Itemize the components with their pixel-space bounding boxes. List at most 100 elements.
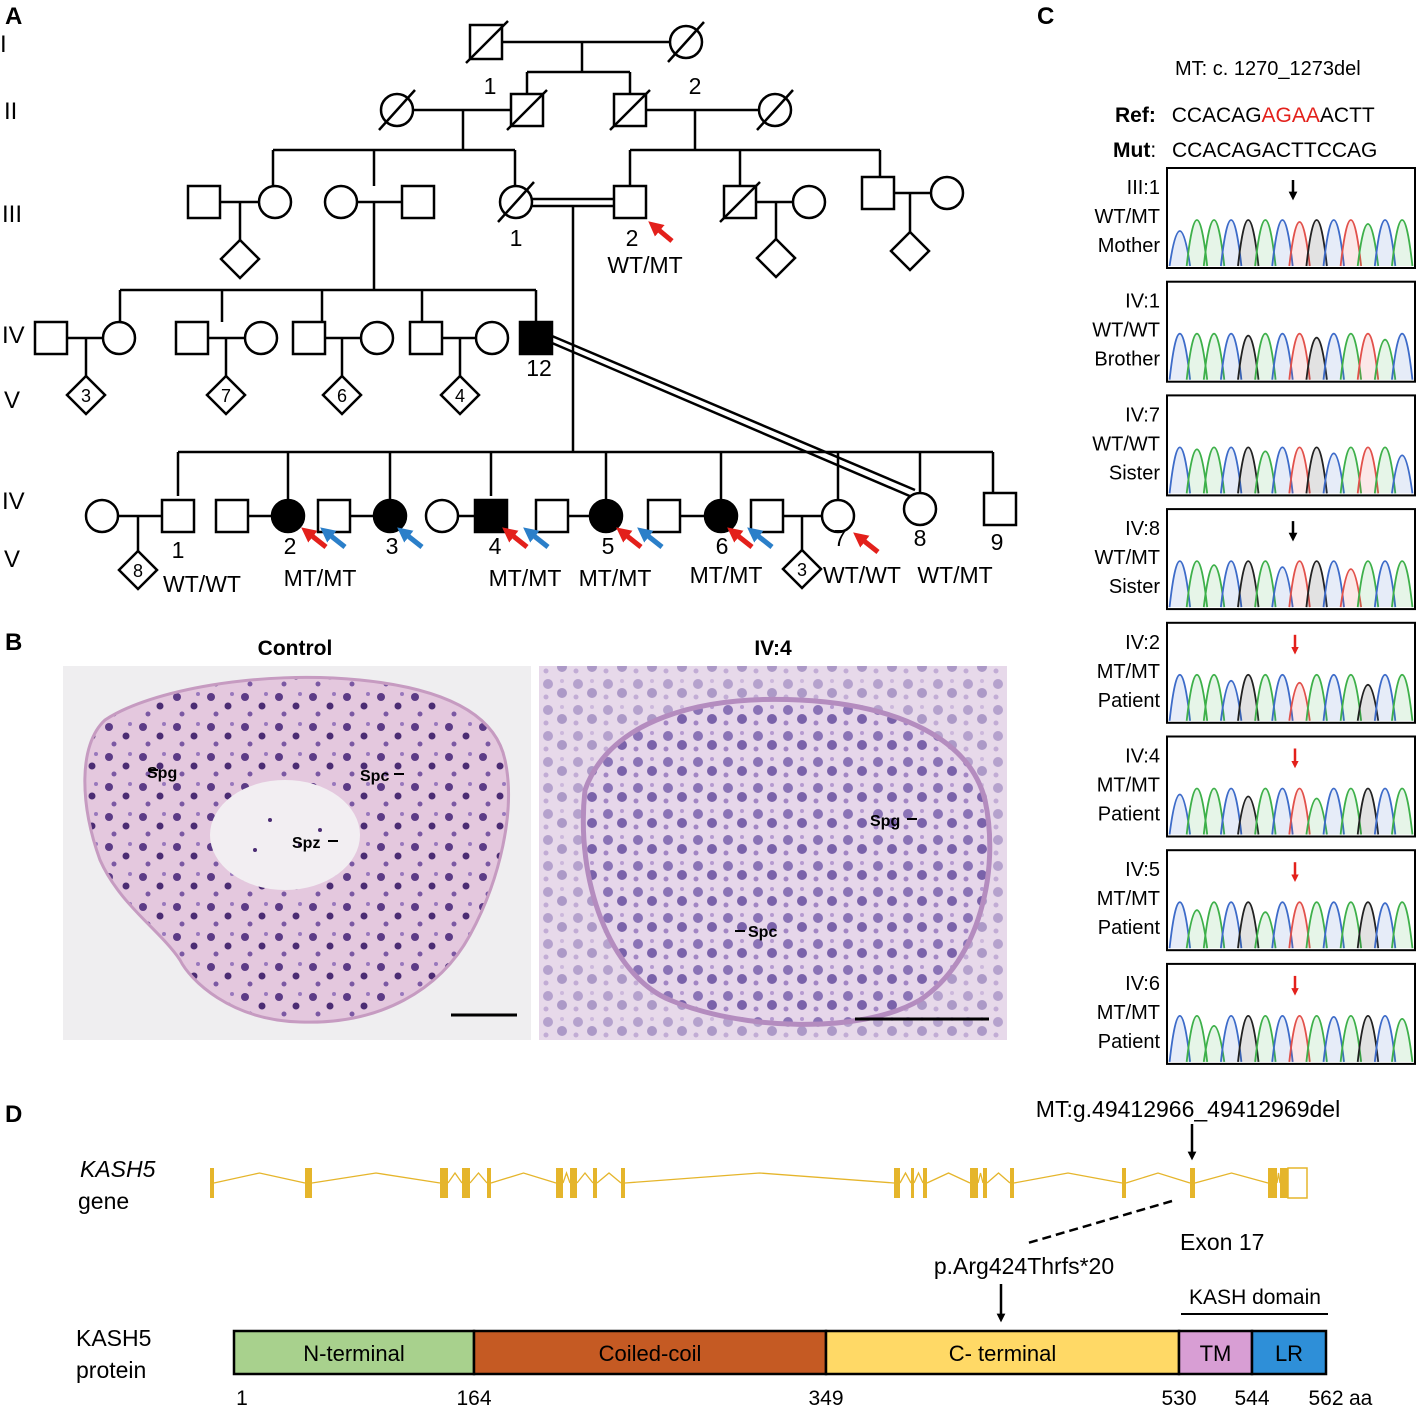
genomic-mutation: MT:g.49412966_49412969del xyxy=(1036,1096,1340,1122)
sample-role: Patient xyxy=(1098,690,1161,712)
trace-peak xyxy=(1237,673,1260,721)
control-title: Control xyxy=(258,637,333,660)
trace-peak xyxy=(1356,560,1380,608)
trace-peak xyxy=(1391,454,1414,494)
trace-peak xyxy=(1339,787,1363,835)
intron-line xyxy=(1276,1172,1281,1184)
chromatogram-row: IV:7 WT/WT Sister xyxy=(1092,394,1416,497)
gen-label-v-top: V xyxy=(4,387,20,414)
intron-line xyxy=(1013,1172,1123,1184)
blue-arrow-icon xyxy=(637,527,664,549)
sample-genotype: MT/MT xyxy=(1097,888,1160,910)
trace-peak xyxy=(1254,673,1277,721)
generation-labels: I II III IV V IV V xyxy=(0,31,25,573)
exon-block xyxy=(487,1168,491,1198)
protein-tick-label: 530 xyxy=(1161,1387,1196,1408)
trace-peak xyxy=(1373,787,1397,835)
individual-iii2-number: 2 xyxy=(626,225,639,251)
blue-arrow-icon xyxy=(523,527,550,549)
panel-label-b: B xyxy=(5,629,22,656)
sibship-labels: 1 2 3 4 5 6 7 8 9 WT/WT MT/MT MT/MT MT/M… xyxy=(163,525,1003,597)
sample-id: IV:8 xyxy=(1125,518,1160,540)
spg-label: Spg xyxy=(870,813,900,830)
trace-peak xyxy=(1373,1015,1397,1062)
trace-peak xyxy=(1356,1015,1380,1062)
trace-peak xyxy=(1322,787,1345,835)
trace-peak xyxy=(1339,901,1363,949)
sib-number: 2 xyxy=(284,533,297,559)
gene-model xyxy=(210,1167,1308,1199)
trace-peak xyxy=(1271,1015,1294,1062)
sample-id: III:1 xyxy=(1127,177,1160,199)
trace-peak xyxy=(1339,1015,1363,1062)
spc-label: Spc xyxy=(748,924,777,941)
exon-block xyxy=(923,1168,927,1198)
trace-peak xyxy=(1202,901,1226,949)
blue-arrow-icon xyxy=(320,527,347,549)
trace-peak xyxy=(1254,219,1277,267)
gen-label-iii: III xyxy=(2,201,22,228)
sample-genotype: MT/MT xyxy=(1097,661,1160,683)
trace-peak xyxy=(1168,1015,1191,1062)
protein-tick-label: 164 xyxy=(456,1387,491,1408)
trace-peak xyxy=(1237,901,1260,949)
trace-peak xyxy=(1254,560,1277,608)
trace-peak xyxy=(1254,787,1277,835)
red-arrow-icon xyxy=(301,527,328,549)
exon-block xyxy=(1010,1168,1014,1198)
trace-peak xyxy=(1288,787,1311,835)
trace-peak xyxy=(1356,332,1380,380)
pedigree-lines xyxy=(33,20,1018,591)
exon-block xyxy=(1122,1168,1126,1198)
trace-peak xyxy=(1202,446,1226,494)
exon-block xyxy=(570,1168,577,1198)
trace-peak xyxy=(1391,560,1414,608)
exon-block xyxy=(593,1168,597,1198)
panel-label-a: A xyxy=(5,3,22,30)
trace-peak xyxy=(1391,1018,1414,1063)
trace-peak xyxy=(1288,446,1311,494)
protein-ticks: 1 164 349 530 544 562 aa xyxy=(236,1387,1373,1408)
intron-line xyxy=(926,1172,971,1184)
trace-peak xyxy=(1219,446,1243,494)
trace-peak xyxy=(1305,219,1328,267)
red-arrow-icon xyxy=(616,527,643,549)
intron-line xyxy=(624,1172,895,1184)
ref-prefix: CCACAG xyxy=(1172,104,1262,127)
trace-peak xyxy=(1288,901,1311,949)
intron-line xyxy=(986,1172,1011,1184)
trace-peak xyxy=(1185,787,1209,835)
trace-peak xyxy=(1219,219,1243,267)
trace-peak xyxy=(1322,219,1345,267)
mut-sequence: Mut: CCACAGACTTCCAG xyxy=(1113,139,1377,162)
exon-label: Exon 17 xyxy=(1180,1229,1264,1255)
sib-number: 4 xyxy=(489,533,502,559)
red-arrow-icon xyxy=(648,221,674,243)
panel-a-pedigree: A I II III IV V IV V xyxy=(0,3,1018,597)
trace-peak xyxy=(1254,1015,1277,1062)
sib-number: 8 xyxy=(914,525,927,551)
trace-peak xyxy=(1254,332,1277,380)
offspring-counts: 3 7 6 4 8 3 xyxy=(81,386,807,581)
trace-peak xyxy=(1219,901,1243,949)
protein-tick-label: 349 xyxy=(808,1387,843,1408)
domain-lr xyxy=(1250,1329,1328,1376)
trace-peak xyxy=(1305,560,1328,608)
trace-peak xyxy=(1373,560,1397,608)
trace-peak xyxy=(1237,1015,1260,1062)
offspring-count: 8 xyxy=(133,561,143,581)
gen-label-v-bottom: V xyxy=(4,546,20,573)
sample-role: Sister xyxy=(1109,576,1160,598)
ref-sequence: Ref: CCACAGAGAAACTT xyxy=(1115,104,1375,127)
sample-role: Patient xyxy=(1098,917,1161,939)
trace-peak xyxy=(1339,673,1363,721)
red-arrow-icon xyxy=(502,527,529,549)
spz-label: Spz xyxy=(292,835,320,852)
trace-peak xyxy=(1271,901,1294,949)
intron-line xyxy=(576,1171,594,1184)
trace-peak xyxy=(1391,901,1414,949)
intron-line xyxy=(1194,1172,1269,1184)
trace-peak xyxy=(1322,560,1345,608)
exon-block xyxy=(305,1168,312,1198)
trace-peak xyxy=(1391,673,1414,721)
